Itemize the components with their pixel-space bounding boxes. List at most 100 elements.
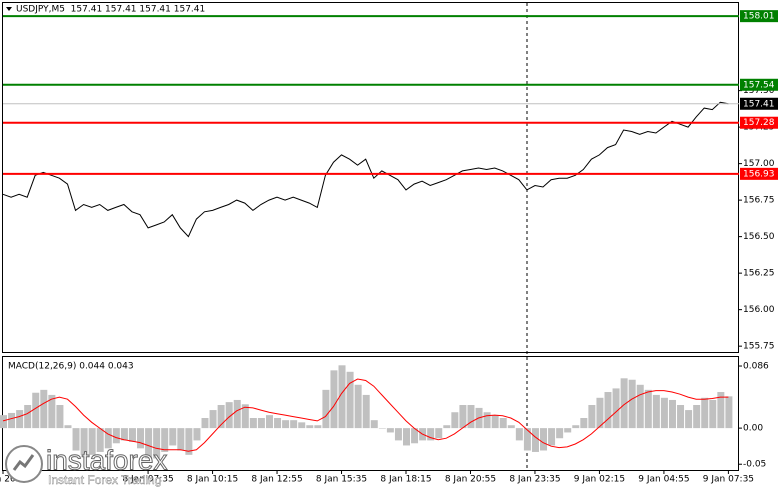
macd-bar <box>507 425 515 429</box>
macd-bar <box>322 389 330 429</box>
macd-bar <box>491 415 499 429</box>
macd-bar <box>596 397 604 429</box>
level-label: 156.93 <box>743 169 775 179</box>
macd-bar <box>427 428 435 441</box>
macd-bar <box>193 428 201 441</box>
y-tick-label: 156.75 <box>743 196 775 206</box>
macd-bar <box>701 397 709 429</box>
y-tick-label: 155.75 <box>743 342 775 352</box>
x-tick-label: 8 Jan 12:55 <box>251 475 302 485</box>
x-tick-label: 8 Jan 07:35 <box>122 475 173 485</box>
macd-bar <box>580 418 588 429</box>
macd-bar <box>16 410 24 429</box>
y-tick-label: -0.05 <box>743 460 766 470</box>
level-label: 158.01 <box>743 12 775 22</box>
macd-bar <box>96 428 104 452</box>
x-tick-label: 8 Jan 18:15 <box>380 475 431 485</box>
macd-bar <box>523 428 531 451</box>
x-tick-label: 8 Jan 20:55 <box>445 475 496 485</box>
macd-bar <box>330 370 338 429</box>
macd-bar <box>249 418 257 429</box>
level-label-box <box>740 78 778 91</box>
macd-bar <box>443 425 451 429</box>
macd-bar <box>306 425 314 429</box>
level-label-box <box>740 10 778 23</box>
level-label-box <box>740 167 778 180</box>
x-tick-label: 9 Jan 02:15 <box>574 475 625 485</box>
macd-bar <box>620 378 628 429</box>
macd-bar <box>588 405 596 429</box>
y-tick-label: 156.50 <box>743 232 775 242</box>
logo-name: instaforex <box>46 444 167 475</box>
level-label: 157.41 <box>743 99 775 109</box>
macd-bar <box>177 428 185 451</box>
macd-bar <box>290 420 298 429</box>
macd-bar <box>32 392 40 429</box>
macd-bar <box>564 428 572 433</box>
level-label-box <box>740 116 778 129</box>
macd-bar <box>40 389 48 429</box>
macd-bar <box>668 399 676 429</box>
macd-bar <box>652 394 660 429</box>
macd-bar <box>314 425 322 429</box>
macd-bar <box>225 402 233 429</box>
macd-bar <box>217 405 225 429</box>
macd-bar <box>88 428 96 455</box>
signal-line <box>2 378 729 452</box>
logo: instaforex Instant Forex Trading <box>5 444 168 487</box>
y-tick-label: 156.25 <box>743 269 775 279</box>
macd-bar <box>48 394 56 429</box>
macd-bar <box>378 428 386 429</box>
macd-bar <box>628 379 636 429</box>
macd-bar <box>636 384 644 429</box>
macd-bar <box>8 412 16 429</box>
logo-icon-mark <box>12 454 35 471</box>
macd-bar <box>717 392 725 429</box>
macd-bar <box>677 405 685 429</box>
macd-bar <box>274 418 282 429</box>
macd-bar <box>499 418 507 429</box>
macd-bar <box>403 428 410 446</box>
macd-title: MACD(12,26,9) 0.044 0.043 <box>8 362 134 372</box>
macd-bar <box>153 428 161 459</box>
macd-bar <box>612 388 620 429</box>
macd-bar <box>709 399 717 429</box>
macd-bar <box>338 365 346 429</box>
macd-bar <box>411 428 419 444</box>
chart-title: USDJPY,M5 157.41 157.41 157.41 157.41 <box>16 5 205 15</box>
macd-bar <box>112 428 120 444</box>
macd-bar <box>56 405 64 429</box>
macd-bar <box>370 420 378 429</box>
macd-bar <box>556 428 564 439</box>
macd-bar <box>0 415 7 429</box>
macd-bar <box>725 396 733 429</box>
macd-bar <box>660 397 668 429</box>
price-line <box>2 101 729 238</box>
x-tick-label: 9 Jan 04:55 <box>638 475 689 485</box>
level-label: 157.54 <box>743 80 775 90</box>
macd-bar <box>483 412 491 429</box>
macd-bar <box>394 428 402 441</box>
y-tick-label: 156.00 <box>743 305 775 315</box>
macd-bar <box>346 371 354 429</box>
macd-bar <box>241 404 249 429</box>
macd-bar <box>209 410 217 429</box>
y-tick-label: 0.00 <box>743 424 763 434</box>
y-tick-label: 157.50 <box>743 86 775 96</box>
macd-bar <box>685 410 693 429</box>
macd-bar <box>169 428 177 446</box>
logo-tagline: Instant Forex Trading <box>48 473 161 487</box>
macd-bar <box>265 415 273 429</box>
macd-bar <box>604 392 612 429</box>
level-label-box <box>740 97 778 110</box>
price-pane <box>2 2 739 353</box>
macd-bar <box>298 422 306 429</box>
macd-bar <box>145 428 153 459</box>
macd-bar <box>80 428 88 455</box>
y-tick-label: 157.00 <box>743 159 775 169</box>
macd-bar <box>282 420 290 429</box>
macd-bar <box>644 389 652 429</box>
macd-bar <box>128 428 136 442</box>
macd-bar <box>693 405 701 429</box>
